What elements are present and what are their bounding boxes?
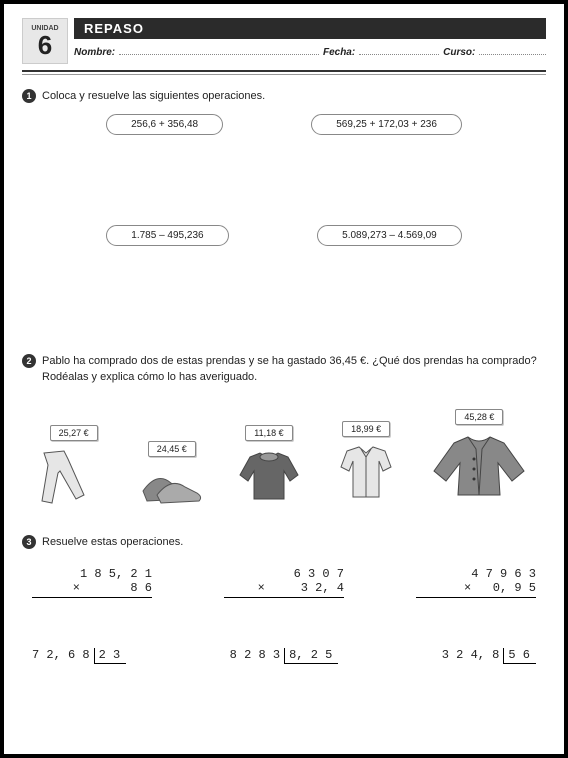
- section-title: REPASO: [74, 18, 546, 39]
- operation-pill: 1.785 – 495,236: [106, 225, 228, 246]
- name-field[interactable]: [119, 45, 319, 55]
- student-info-line: Nombre: Fecha: Curso:: [74, 45, 546, 58]
- price-tag: 18,99 €: [342, 421, 390, 437]
- name-label: Nombre:: [74, 47, 115, 58]
- question-text: Pablo ha comprado dos de estas prendas y…: [42, 354, 546, 385]
- clothing-items: 25,27 € 24,45 € 11,18 € 18,99 € 45,28 €: [22, 395, 546, 505]
- item-pants: 25,27 €: [34, 425, 114, 505]
- price-tag: 24,45 €: [148, 441, 196, 457]
- item-shirt: 18,99 €: [331, 421, 401, 505]
- question-number: 2: [22, 354, 36, 368]
- item-sweater: 11,18 €: [230, 425, 308, 505]
- course-label: Curso:: [443, 47, 475, 58]
- shirt-icon: [331, 441, 401, 505]
- shoes-icon: [137, 461, 207, 505]
- price-tag: 11,18 €: [245, 425, 292, 441]
- item-jacket: 45,28 €: [424, 409, 534, 505]
- date-field[interactable]: [359, 45, 439, 55]
- question-2: 2 Pablo ha comprado dos de estas prendas…: [22, 354, 546, 385]
- question-text: Resuelve estas operaciones.: [42, 535, 183, 550]
- division: 8 2 8 38, 2 5: [230, 648, 339, 664]
- multiplication-row: 1 8 5, 2 1× 8 6 6 3 0 7× 3 2, 4 4 7 9 6 …: [22, 567, 546, 598]
- question-text: Coloca y resuelve las siguientes operaci…: [42, 89, 265, 104]
- item-shoes: 24,45 €: [137, 441, 207, 505]
- operation-pill: 569,25 + 172,03 + 236: [311, 114, 462, 135]
- operation-pill: 5.089,273 – 4.569,09: [317, 225, 462, 246]
- price-tag: 25,27 €: [50, 425, 98, 441]
- operation-pill: 256,6 + 356,48: [106, 114, 223, 135]
- multiplication: 6 3 0 7× 3 2, 4: [224, 567, 344, 598]
- unit-badge: UNIDAD 6: [22, 18, 68, 64]
- price-tag: 45,28 €: [455, 409, 503, 425]
- divider: [22, 70, 546, 72]
- multiplication: 1 8 5, 2 1× 8 6: [32, 567, 152, 598]
- divider: [22, 74, 546, 75]
- date-label: Fecha:: [323, 47, 355, 58]
- sweater-icon: [230, 445, 308, 505]
- multiplication: 4 7 9 6 3× 0, 9 5: [416, 567, 536, 598]
- division: 7 2, 6 82 3: [32, 648, 126, 664]
- question-3: 3 Resuelve estas operaciones.: [22, 535, 546, 550]
- course-field[interactable]: [479, 45, 546, 55]
- question-number: 1: [22, 89, 36, 103]
- division: 3 2 4, 85 6: [442, 648, 536, 664]
- question-number: 3: [22, 535, 36, 549]
- question-1: 1 Coloca y resuelve las siguientes opera…: [22, 89, 546, 104]
- jacket-icon: [424, 429, 534, 505]
- division-row: 7 2, 6 82 3 8 2 8 38, 2 5 3 2 4, 85 6: [22, 648, 546, 664]
- unit-number: 6: [38, 32, 52, 58]
- worksheet-header: UNIDAD 6 REPASO Nombre: Fecha: Curso:: [22, 18, 546, 64]
- pants-icon: [34, 445, 114, 505]
